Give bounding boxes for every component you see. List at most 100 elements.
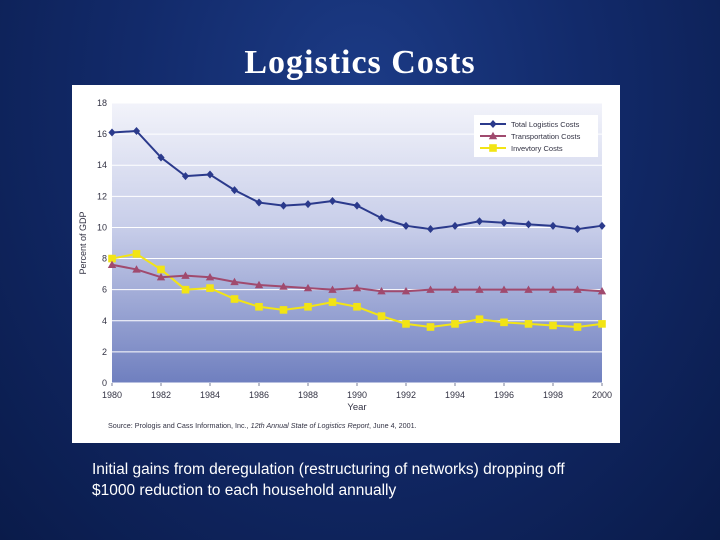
caption: Initial gains from deregulation (restruc… xyxy=(92,459,692,501)
data-point xyxy=(401,287,411,295)
data-point xyxy=(108,254,116,263)
line-chart: 0 2 4 6 8 10 12 14 16 18 1980 1982 1984 1986 1988 1990 1… xyxy=(78,98,612,430)
data-point xyxy=(500,318,508,327)
data-point xyxy=(303,283,313,292)
data-point xyxy=(426,323,435,331)
data-point xyxy=(255,302,263,311)
data-point xyxy=(451,320,459,328)
data-point xyxy=(524,220,533,229)
x-axis-title: Year xyxy=(347,402,366,413)
data-point xyxy=(254,280,264,289)
data-point xyxy=(377,214,386,223)
data-point xyxy=(157,153,165,162)
data-point xyxy=(450,285,460,293)
data-point xyxy=(426,285,435,293)
data-point xyxy=(377,312,386,320)
source-report-title: 12th Annual State of Logistics Report xyxy=(251,421,370,430)
data-point xyxy=(549,321,557,330)
y-tick-label: 16 xyxy=(97,129,107,139)
x-tick-label: 1994 xyxy=(445,390,465,400)
data-point xyxy=(353,302,361,311)
caption-line-2: $1000 reduction to each household annual… xyxy=(92,482,397,499)
x-tick-label: 1986 xyxy=(249,390,269,400)
caption-line-1: Initial gains from deregulation (restruc… xyxy=(92,461,565,478)
series-square xyxy=(108,250,606,331)
x-tick-label: 1996 xyxy=(494,390,514,400)
data-point xyxy=(353,201,361,210)
x-tick-label: 1990 xyxy=(347,390,367,400)
data-point xyxy=(132,250,141,258)
data-point xyxy=(206,170,214,179)
y-tick-label: 18 xyxy=(97,98,107,108)
data-point xyxy=(181,271,190,279)
x-tick-label: 1988 xyxy=(298,390,318,400)
data-point xyxy=(524,320,533,328)
data-point xyxy=(205,273,215,281)
data-point xyxy=(279,201,288,210)
data-point xyxy=(402,221,410,230)
y-tick-label: 6 xyxy=(102,285,107,295)
x-tick-label: 1980 xyxy=(102,390,122,400)
data-point xyxy=(597,287,607,295)
y-tick-label: 10 xyxy=(97,222,107,232)
data-point xyxy=(328,298,337,306)
data-point xyxy=(279,306,288,314)
slide-title: Logistics Costs xyxy=(244,44,476,81)
data-point xyxy=(132,127,141,135)
data-point xyxy=(598,320,606,328)
y-tick-label: 4 xyxy=(102,316,107,326)
source-suffix: , June 4, 2001. xyxy=(369,421,417,430)
data-point xyxy=(451,221,459,230)
data-point xyxy=(230,277,239,286)
data-point xyxy=(524,285,533,293)
x-tick-label: 1998 xyxy=(543,390,563,400)
data-point xyxy=(156,273,166,281)
data-point xyxy=(279,282,288,290)
legend-label: Transportation Costs xyxy=(511,132,581,141)
legend-marker xyxy=(489,120,497,128)
y-tick-label: 8 xyxy=(102,254,107,264)
data-point xyxy=(304,302,312,311)
data-point xyxy=(573,323,582,331)
x-tick-label: 1984 xyxy=(200,390,220,400)
x-tick-label: 1982 xyxy=(151,390,171,400)
data-point xyxy=(230,295,239,303)
data-point xyxy=(107,260,117,268)
data-point xyxy=(181,172,190,181)
data-point xyxy=(402,320,410,328)
y-tick-label: 0 xyxy=(102,378,107,388)
y-axis-title: Percent of GDP xyxy=(78,211,88,274)
data-point xyxy=(475,285,484,293)
x-tick-label: 1992 xyxy=(396,390,416,400)
data-point xyxy=(475,315,484,324)
legend-marker xyxy=(488,131,498,140)
series-triangle xyxy=(107,260,607,295)
x-tick-label: 2000 xyxy=(592,390,612,400)
data-point xyxy=(549,221,557,230)
legend-label: Invevtory Costs xyxy=(511,144,563,153)
y-tick-label: 14 xyxy=(97,160,107,170)
data-point xyxy=(304,200,312,209)
data-point xyxy=(328,197,337,205)
data-point xyxy=(573,285,582,293)
y-tick-label: 12 xyxy=(97,191,107,201)
data-point xyxy=(573,225,582,233)
y-tick-label: 2 xyxy=(102,347,107,357)
source-prefix: Source: Prologis and Cass Information, I… xyxy=(108,421,251,430)
data-point xyxy=(132,265,141,273)
data-point xyxy=(598,221,606,230)
data-point xyxy=(157,265,165,274)
data-point xyxy=(181,285,190,294)
legend-label: Total Logistics Costs xyxy=(511,120,580,129)
data-point xyxy=(500,218,508,227)
data-point xyxy=(475,217,484,226)
data-point xyxy=(352,283,362,292)
data-point xyxy=(499,285,509,293)
data-point xyxy=(206,284,214,292)
chart-panel: 0 2 4 6 8 10 12 14 16 18 1980 1982 1984 1986 1988 1990 1… xyxy=(72,85,620,443)
data-point xyxy=(426,225,435,233)
data-point xyxy=(548,285,558,293)
source-note: Source: Prologis and Cass Information, I… xyxy=(108,421,417,430)
data-point xyxy=(255,198,263,207)
data-point xyxy=(328,285,337,293)
